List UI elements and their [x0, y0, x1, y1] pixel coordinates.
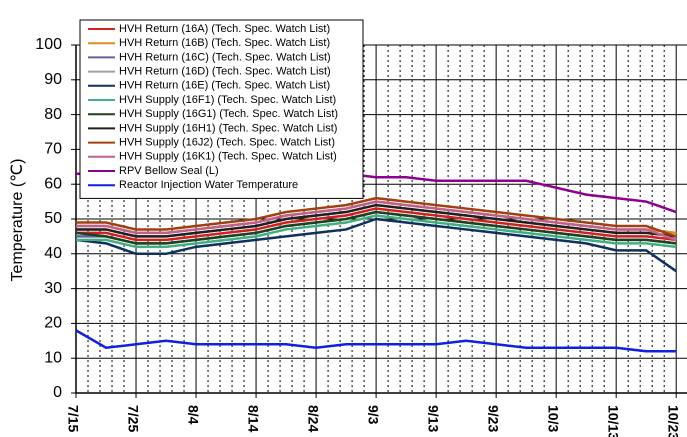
y-tick-label: 100	[35, 36, 62, 53]
y-tick-label: 50	[44, 210, 62, 227]
series-line	[76, 207, 677, 242]
x-tick-label: 7/15	[65, 405, 81, 432]
series-line	[76, 203, 677, 238]
series-line	[76, 214, 677, 249]
y-tick-label: 20	[44, 315, 62, 332]
legend-label: HVH Supply (16K1) (Tech. Spec. Watch Lis…	[119, 151, 337, 163]
series-line	[76, 200, 677, 242]
x-tick-label: 9/13	[425, 405, 441, 432]
series-line	[76, 196, 677, 238]
series-line	[75, 329, 677, 353]
x-tick-label: 7/25	[125, 405, 141, 432]
y-tick-label: 60	[44, 175, 62, 192]
y-tick-label: 0	[53, 384, 62, 401]
legend-label: HVH Supply (16G1) (Tech. Spec. Watch Lis…	[119, 108, 338, 120]
legend-label: Reactor Injection Water Temperature	[119, 179, 298, 191]
y-tick-label: 70	[44, 141, 62, 158]
x-tick-label: 8/14	[245, 405, 261, 432]
legend: HVH Return (16A) (Tech. Spec. Watch List…	[79, 19, 364, 199]
legend-label: HVH Supply (16H1) (Tech. Spec. Watch Lis…	[119, 122, 337, 134]
series-line	[75, 217, 677, 273]
legend-label: HVH Supply (16J2) (Tech. Spec. Watch Lis…	[119, 137, 335, 149]
x-tick-label: 10/3	[545, 405, 561, 432]
legend-label: HVH Supply (16F1) (Tech. Spec. Watch Lis…	[119, 94, 336, 106]
legend-label: HVH Return (16B) (Tech. Spec. Watch List…	[119, 37, 330, 49]
y-tick-label: 30	[44, 280, 62, 297]
legend-label: HVH Return (16A) (Tech. Spec. Watch List…	[119, 23, 330, 35]
y-tick-label: 80	[44, 106, 62, 123]
y-tick-label: 90	[44, 71, 62, 88]
legend-label: RPV Bellow Seal (L)	[119, 165, 219, 177]
x-tick-label: 10/23	[665, 405, 681, 437]
y-tick-label: 40	[44, 245, 62, 262]
legend-label: HVH Return (16C) (Tech. Spec. Watch List…	[119, 51, 331, 63]
legend-box	[79, 19, 364, 199]
x-tick-label: 9/3	[365, 405, 381, 425]
series-line	[75, 210, 677, 245]
x-tick-label: 8/4	[185, 405, 201, 425]
legend-label: HVH Return (16D) (Tech. Spec. Watch List…	[119, 66, 331, 78]
x-tick-label: 8/24	[305, 405, 321, 432]
x-tick-label: 9/23	[485, 405, 501, 432]
y-axis-label: Temperature (℃)	[9, 159, 26, 282]
y-tick-label: 10	[44, 349, 62, 366]
legend-label: HVH Return (16E) (Tech. Spec. Watch List…	[119, 80, 330, 92]
x-tick-label: 10/13	[605, 405, 621, 437]
